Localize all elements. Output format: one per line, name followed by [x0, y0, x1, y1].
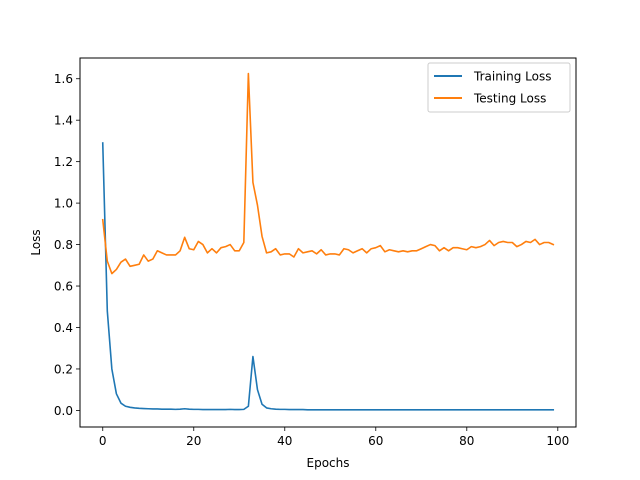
x-tick-label: 80	[459, 434, 474, 448]
series-group	[101, 72, 555, 411]
y-tick-label: 0.2	[54, 362, 73, 376]
legend-label-testing-loss: Testing Loss	[473, 92, 546, 106]
y-tick-label: 0.8	[54, 238, 73, 252]
y-axis-ticks: 0.0 0.2 0.4 0.6 0.8 1.0 1.2 1.4 1.6	[54, 72, 80, 418]
x-tick-label: 0	[99, 434, 107, 448]
series-line-training-loss	[101, 142, 555, 411]
y-tick-label: 0.0	[54, 404, 73, 418]
y-tick-label: 0.4	[54, 321, 73, 335]
legend-label-training-loss: Training Loss	[473, 70, 551, 84]
plot-frame	[79, 57, 577, 428]
y-tick-label: 1.4	[54, 114, 73, 128]
x-tick-label: 40	[277, 434, 292, 448]
axes-group	[79, 57, 577, 428]
x-tick-label: 60	[368, 434, 383, 448]
legend: Training Loss Testing Loss	[427, 62, 571, 113]
x-tick-label: 20	[186, 434, 201, 448]
y-tick-label: 1.0	[54, 197, 73, 211]
x-axis-label: Epochs	[307, 456, 350, 470]
legend-box	[427, 62, 571, 113]
x-tick-label: 100	[546, 434, 569, 448]
y-axis-label: Loss	[29, 229, 43, 255]
y-tick-label: 0.6	[54, 280, 73, 294]
series-line-testing-loss	[101, 72, 555, 275]
y-tick-label: 1.6	[54, 72, 73, 86]
x-axis-ticks: 0 20 40 60 80 100	[99, 427, 569, 448]
y-tick-label: 1.2	[54, 155, 73, 169]
